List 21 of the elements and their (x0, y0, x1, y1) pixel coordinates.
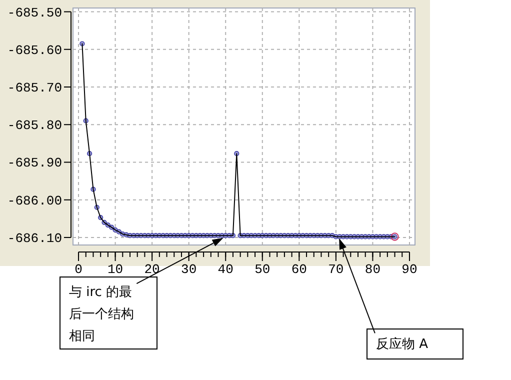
annotation: 反应物 A (376, 336, 428, 352)
x-tick-label: 20 (144, 262, 160, 277)
x-tick-label: 70 (328, 262, 344, 277)
y-tick-label: -685.90 (7, 156, 62, 171)
x-tick-label: 80 (364, 262, 381, 277)
y-tick-label: -685.60 (7, 42, 62, 58)
y-tick-label: -685.70 (7, 80, 62, 96)
x-tick-label: 0 (74, 262, 82, 277)
x-tick-label: 10 (107, 262, 124, 277)
x-tick-label: 50 (254, 262, 270, 277)
annotation: 与 irc 的最后一个结构相同 (60, 276, 158, 350)
x-tick-label: 60 (291, 262, 307, 277)
y-tick-label: -685.80 (7, 118, 62, 134)
x-tick-label: 90 (402, 262, 418, 277)
y-tick-label: -686.10 (7, 230, 62, 246)
y-tick-label: -686.00 (7, 193, 62, 208)
annotation: 与 irc 的最后一个结构相同 (69, 285, 134, 344)
y-tick-label: -685.50 (7, 5, 62, 20)
annotation: 反应物 A (366, 328, 464, 360)
x-tick-label: 30 (181, 262, 197, 277)
x-tick-label: 40 (218, 262, 234, 277)
